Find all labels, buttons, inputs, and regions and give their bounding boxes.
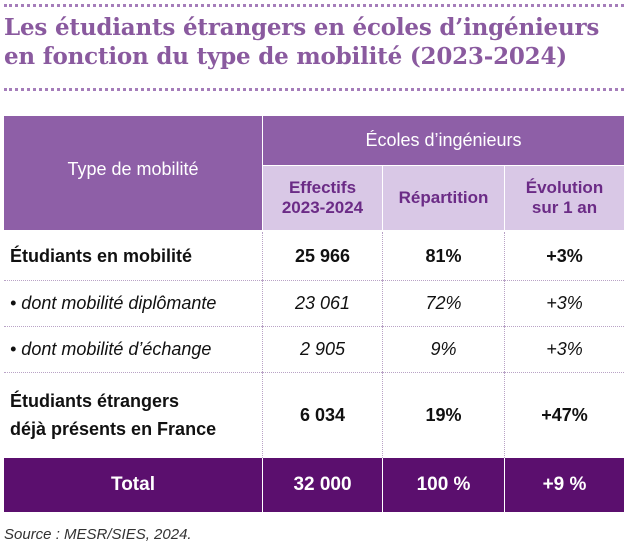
- cell-effectifs: 25 966: [262, 232, 382, 280]
- header-effectifs: Effectifs 2023-2024: [262, 166, 382, 230]
- cell-repartition: 19%: [382, 372, 504, 458]
- header-group-label: Écoles d’ingénieurs: [262, 116, 624, 166]
- total-row: Total 32 000 100 % +9 %: [4, 458, 624, 512]
- row-label: Étudiants étrangers déjà présents en Fra…: [10, 391, 217, 439]
- cell-effectifs: 6 034: [262, 372, 382, 458]
- row-label: Étudiants en mobilité: [10, 245, 193, 266]
- total-label: Total: [111, 474, 155, 495]
- cell-effectifs: 23 061: [262, 280, 382, 326]
- page-title: Les étudiants étrangers en écoles d’ingé…: [4, 14, 600, 70]
- cell-evolution: +3%: [504, 280, 624, 326]
- cell-repartition: 72%: [382, 280, 504, 326]
- row-divider: [4, 326, 624, 327]
- source-note: Source : MESR/SIES, 2024.: [4, 526, 192, 543]
- header-row-label: Type de mobilité: [4, 116, 262, 230]
- total-repartition: 100 %: [382, 458, 504, 512]
- cell-evolution: +47%: [504, 372, 624, 458]
- header-effectifs-text: Effectifs 2023-2024: [281, 178, 364, 217]
- cell-evolution: +3%: [504, 326, 624, 372]
- row-label: • dont mobilité diplômante: [10, 292, 217, 313]
- table-row: • dont mobilité d’échange 2 905 9% +3%: [4, 326, 624, 372]
- table-row: • dont mobilité diplômante 23 061 72% +3…: [4, 280, 624, 326]
- title-dotted-rule: [4, 88, 624, 91]
- table-row: Étudiants étrangers déjà présents en Fra…: [4, 372, 624, 458]
- row-divider: [4, 280, 624, 281]
- top-dotted-rule: [4, 4, 624, 7]
- row-divider: [4, 372, 624, 373]
- total-effectifs: 32 000: [262, 458, 382, 512]
- cell-repartition: 9%: [382, 326, 504, 372]
- row-label: • dont mobilité d’échange: [10, 338, 212, 359]
- header-evolution: Évolution sur 1 an: [504, 166, 624, 230]
- header-evolution-text: Évolution sur 1 an: [525, 178, 604, 217]
- table-row: Étudiants en mobilité 25 966 81% +3%: [4, 232, 624, 280]
- header-repartition-text: Répartition: [398, 188, 489, 207]
- header-repartition: Répartition: [382, 166, 504, 230]
- cell-effectifs: 2 905: [262, 326, 382, 372]
- total-evolution: +9 %: [504, 458, 624, 512]
- cell-evolution: +3%: [504, 232, 624, 280]
- cell-repartition: 81%: [382, 232, 504, 280]
